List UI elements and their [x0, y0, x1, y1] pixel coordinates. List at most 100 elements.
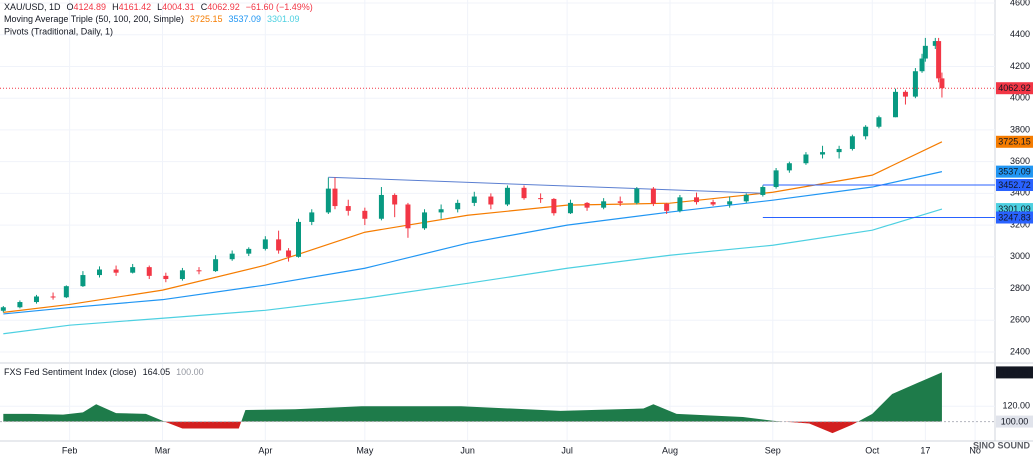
x-tick-label: Oct: [865, 445, 880, 455]
candle-body: [196, 270, 202, 272]
candle-body: [130, 267, 136, 273]
candle-body: [912, 71, 918, 97]
x-tick-label: Feb: [62, 445, 78, 455]
candle-body: [521, 187, 527, 199]
candle-body: [0, 307, 6, 311]
y-tick-label: 3000: [1010, 251, 1030, 261]
ohlc-value: 4124.89: [74, 2, 107, 12]
price-label-box: [996, 82, 1033, 95]
candle-body: [50, 296, 56, 298]
candle-body: [803, 154, 809, 164]
candle-body: [213, 259, 219, 272]
candle-body: [276, 239, 282, 251]
candle-body: [286, 250, 292, 257]
candle-body: [743, 194, 749, 202]
legend-row: Moving Average Triple (50, 100, 200, Sim…: [4, 14, 300, 24]
trendline: [328, 176, 763, 194]
price-label: 3452.72: [998, 180, 1031, 190]
indicator-value: 164.05: [143, 367, 171, 377]
candle-body: [345, 206, 351, 211]
moving-average-line: [3, 141, 943, 313]
candle-body: [710, 202, 716, 205]
candle-body: [332, 188, 338, 207]
candle-body: [246, 248, 252, 254]
price-label: 3537.09: [998, 167, 1031, 177]
y-tick-label: 3200: [1010, 219, 1030, 229]
y-tick-label: 4200: [1010, 61, 1030, 71]
candle-body: [405, 204, 411, 229]
ohlc-value: 4004.31: [162, 2, 195, 12]
x-tick-label: Sep: [765, 445, 781, 455]
legend-row: XAU/USD, 1D O4124.89 H4161.42 L4004.31 C4062…: [4, 2, 313, 12]
candle-body: [392, 194, 398, 205]
candle-body: [63, 286, 69, 298]
candle-body: [378, 194, 384, 219]
candle-body: [362, 210, 368, 219]
candle-body: [567, 202, 573, 214]
price-label: 4062.92: [998, 83, 1031, 93]
price-label: 3247.83: [998, 212, 1031, 222]
price-label-box: [996, 366, 1033, 379]
area-above: [3, 372, 942, 422]
candle-body: [455, 202, 461, 210]
candle-body: [601, 201, 607, 208]
x-tick-label: Apr: [258, 445, 272, 455]
candle-body: [902, 91, 908, 97]
candle-body: [146, 267, 152, 276]
y-tick-label: 3800: [1010, 124, 1030, 134]
candle-body: [471, 196, 477, 203]
candle-body: [922, 45, 928, 59]
candle-body: [262, 239, 268, 249]
watermark: SINO SOUND: [973, 440, 1031, 450]
y-tick-label: 2400: [1010, 346, 1030, 356]
candle-body: [296, 221, 301, 257]
candle-body: [617, 201, 623, 203]
candle-body: [229, 253, 235, 260]
price-label-box: [996, 179, 1033, 192]
change: −61.60 (−1.49%): [246, 2, 313, 12]
candle-body: [836, 148, 842, 153]
x-tick-label: May: [356, 445, 374, 455]
y-tick-label: 120.00: [1002, 401, 1030, 411]
candle-body: [80, 275, 86, 287]
candle-body: [936, 41, 942, 79]
ohlc-label: H: [112, 2, 119, 12]
candle-body: [664, 203, 670, 211]
y-tick-label: 4400: [1010, 29, 1030, 39]
candle-body: [634, 188, 640, 203]
candle-body: [17, 302, 23, 308]
candle-body: [694, 197, 699, 203]
price-label: 164.05: [1001, 367, 1029, 377]
y-tick-label: 4600: [1010, 0, 1030, 7]
indicator-title: Pivots (Traditional, Daily, 1): [4, 26, 113, 36]
x-tick-label: Jun: [460, 445, 475, 455]
candle-body: [422, 212, 428, 229]
price-label-box: [996, 415, 1033, 428]
ohlc-value: 4161.42: [119, 2, 152, 12]
y-tick-label: 2800: [1010, 283, 1030, 293]
candle-body: [650, 188, 656, 204]
moving-average-line: [3, 171, 943, 315]
candle-body: [932, 41, 938, 46]
indicator-title: Moving Average Triple (50, 100, 200, Sim…: [4, 14, 184, 24]
legend: XAU/USD, 1D O4124.89 H4161.42 L4004.31 C4062…: [4, 2, 313, 377]
y-tick-label: 3400: [1010, 188, 1030, 198]
candle-body: [504, 187, 510, 205]
candle-body: [863, 126, 869, 137]
indicator-title: FXS Fed Sentiment Index (close): [4, 367, 137, 377]
x-tick-label: Mar: [155, 445, 171, 455]
candle-body: [727, 201, 733, 205]
candle-body: [325, 188, 331, 213]
candle-body: [438, 209, 444, 213]
candle-body: [551, 198, 557, 214]
candle-body: [97, 269, 102, 276]
price-label: 3301.09: [998, 204, 1031, 214]
candle-body: [919, 58, 925, 72]
price-label-box: [996, 135, 1033, 148]
price-label: 3725.15: [998, 137, 1031, 147]
indicator-value: 3301.09: [267, 14, 300, 24]
candle-body: [538, 198, 544, 200]
baseline-value: 100.00: [176, 367, 204, 377]
